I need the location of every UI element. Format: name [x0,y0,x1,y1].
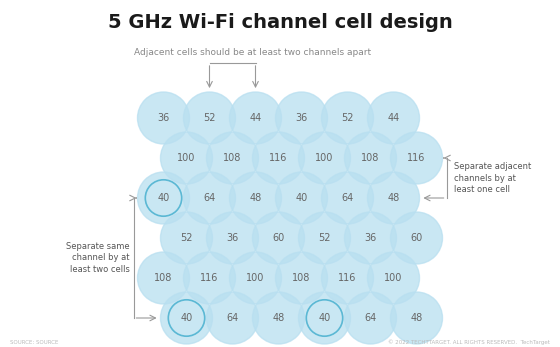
Circle shape [207,132,259,184]
Text: 100: 100 [384,273,403,283]
Circle shape [161,132,212,184]
Circle shape [230,172,282,224]
Text: 48: 48 [249,193,262,203]
Text: 116: 116 [200,273,219,283]
Text: 40: 40 [180,313,193,323]
Text: 108: 108 [223,153,242,163]
Circle shape [367,92,419,144]
Text: SOURCE: SOURCE: SOURCE: SOURCE [10,339,58,345]
Text: 48: 48 [410,313,423,323]
Circle shape [138,172,189,224]
Text: 64: 64 [226,313,239,323]
Text: 100: 100 [246,273,265,283]
Text: 48: 48 [388,193,400,203]
Circle shape [321,92,374,144]
Circle shape [207,292,259,344]
Circle shape [184,172,236,224]
Circle shape [230,92,282,144]
Circle shape [298,292,351,344]
Circle shape [138,92,189,144]
Text: 40: 40 [295,193,307,203]
Circle shape [276,92,328,144]
Text: Separate adjacent
channels by at
least one cell: Separate adjacent channels by at least o… [454,162,531,194]
Text: 60: 60 [272,233,284,243]
Circle shape [276,252,328,304]
Circle shape [276,172,328,224]
Text: 108: 108 [361,153,380,163]
Circle shape [390,292,442,344]
Text: 116: 116 [338,273,357,283]
Circle shape [161,212,212,264]
Text: 100: 100 [178,153,195,163]
Circle shape [253,292,305,344]
Text: 36: 36 [226,233,239,243]
Text: 36: 36 [295,113,307,123]
Text: 36: 36 [157,113,170,123]
Text: 64: 64 [365,313,377,323]
Text: 52: 52 [203,113,216,123]
Circle shape [367,172,419,224]
Circle shape [298,212,351,264]
Circle shape [253,212,305,264]
Text: 36: 36 [365,233,377,243]
Text: Adjacent cells should be at least two channels apart: Adjacent cells should be at least two ch… [134,48,372,57]
Circle shape [344,132,396,184]
Text: 5 GHz Wi-Fi channel cell design: 5 GHz Wi-Fi channel cell design [108,12,452,32]
Text: 48: 48 [272,313,284,323]
Text: 52: 52 [318,233,331,243]
Circle shape [367,252,419,304]
Text: 108: 108 [292,273,311,283]
Circle shape [207,212,259,264]
Text: Separate same
channel by at
least two cells: Separate same channel by at least two ce… [66,242,129,274]
Circle shape [390,212,442,264]
Circle shape [138,252,189,304]
Circle shape [161,292,212,344]
Circle shape [298,132,351,184]
Text: 64: 64 [203,193,216,203]
Circle shape [390,132,442,184]
Text: 64: 64 [342,193,353,203]
Text: 40: 40 [319,313,330,323]
Text: 52: 52 [341,113,354,123]
Circle shape [344,292,396,344]
Text: 116: 116 [407,153,426,163]
Circle shape [184,92,236,144]
Text: 116: 116 [269,153,288,163]
Circle shape [253,132,305,184]
Circle shape [321,252,374,304]
Circle shape [344,212,396,264]
Text: 40: 40 [157,193,170,203]
Text: 108: 108 [155,273,172,283]
Text: 60: 60 [410,233,423,243]
Text: 44: 44 [388,113,400,123]
Text: © 2022 TECHTTARGET. ALL RIGHTS RESERVED.  TechTarget: © 2022 TECHTTARGET. ALL RIGHTS RESERVED.… [388,339,550,345]
Circle shape [321,172,374,224]
Text: 52: 52 [180,233,193,243]
Text: 44: 44 [249,113,262,123]
Circle shape [230,252,282,304]
Circle shape [184,252,236,304]
Text: 100: 100 [315,153,334,163]
